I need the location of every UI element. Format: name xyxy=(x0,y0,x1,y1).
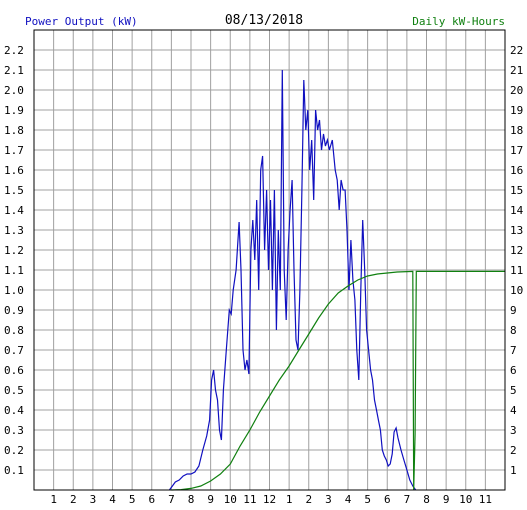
x-tick-label: 2 xyxy=(70,493,77,506)
x-tick-label: 6 xyxy=(148,493,155,506)
y-right-tick-label: 17 xyxy=(510,144,523,157)
y-left-tick-label: 2.0 xyxy=(4,84,24,97)
y-left-tick-label: 2.2 xyxy=(4,44,24,57)
x-tick-label: 3 xyxy=(325,493,332,506)
y-right-tick-label: 22 xyxy=(510,44,523,57)
y-left-tick-label: 0.6 xyxy=(4,364,24,377)
y-left-tick-label: 0.1 xyxy=(4,464,24,477)
plot-border xyxy=(33,29,506,491)
chart-title: 08/13/2018 xyxy=(225,13,303,28)
series-layer xyxy=(168,69,505,491)
left-axis-title: Power Output (kW) xyxy=(25,15,138,28)
x-tick-label: 3 xyxy=(90,493,97,506)
y-right-tick-label: 1 xyxy=(510,464,517,477)
y-right-tick-label: 15 xyxy=(510,184,523,197)
y-right-tick-label: 18 xyxy=(510,124,523,137)
y-left-tick-label: 0.7 xyxy=(4,344,24,357)
y-right-tick-label: 11 xyxy=(510,264,523,277)
energy-series-line xyxy=(171,270,505,491)
x-tick-label: 11 xyxy=(479,493,492,506)
plot-frame xyxy=(33,29,506,491)
x-tick-label: 11 xyxy=(243,493,256,506)
y-left-tick-label: 0.2 xyxy=(4,444,24,457)
x-tick-label: 8 xyxy=(188,493,195,506)
y-right-tick-label: 2 xyxy=(510,444,517,457)
y-right-tick-label: 8 xyxy=(510,324,517,337)
y-right-tick-label: 13 xyxy=(510,224,523,237)
x-tick-label: 5 xyxy=(364,493,371,506)
y-right-tick-label: 3 xyxy=(510,424,517,437)
y-left-tick-label: 1.5 xyxy=(4,184,24,197)
y-left-tick-label: 1.6 xyxy=(4,164,24,177)
x-tick-label: 2 xyxy=(305,493,312,506)
x-tick-label: 8 xyxy=(423,493,430,506)
y-right-tick-label: 16 xyxy=(510,164,523,177)
x-tick-label: 7 xyxy=(168,493,175,506)
y-right-tick-label: 10 xyxy=(510,284,523,297)
x-tick-label: 10 xyxy=(224,493,237,506)
y-right-tick-label: 20 xyxy=(510,84,523,97)
y-right-tick-label: 14 xyxy=(510,204,524,217)
x-tick-label: 9 xyxy=(443,493,450,506)
x-tick-label: 4 xyxy=(109,493,116,506)
power-series-line xyxy=(168,69,417,491)
y-right-tick-label: 6 xyxy=(510,364,517,377)
y-left-tick-label: 0.8 xyxy=(4,324,24,337)
y-left-tick-label: 0.3 xyxy=(4,424,24,437)
x-tick-label: 4 xyxy=(345,493,352,506)
tick-labels: 0.1 0.2 0.3 0.4 0.5 0.6 0.7 0.8 0.9 1.0 1.1 1.2 1.3 1… xyxy=(4,44,524,506)
y-left-tick-label: 1.9 xyxy=(4,104,24,117)
y-right-tick-label: 7 xyxy=(510,344,517,357)
right-axis-title: Daily kW-Hours xyxy=(412,15,505,28)
y-right-tick-label: 5 xyxy=(510,384,517,397)
y-left-tick-label: 1.7 xyxy=(4,144,24,157)
grid-lines xyxy=(34,30,505,490)
y-left-tick-label: 1.1 xyxy=(4,264,24,277)
x-tick-label: 1 xyxy=(50,493,57,506)
y-right-tick-label: 19 xyxy=(510,104,523,117)
y-left-tick-label: 1.8 xyxy=(4,124,24,137)
y-right-tick-label: 21 xyxy=(510,64,523,77)
y-left-tick-label: 1.4 xyxy=(4,204,24,217)
y-right-tick-label: 4 xyxy=(510,404,517,417)
y-left-tick-label: 1.2 xyxy=(4,244,24,257)
y-left-tick-label: 0.4 xyxy=(4,404,24,417)
y-right-tick-label: 9 xyxy=(510,304,517,317)
x-tick-label: 12 xyxy=(263,493,276,506)
y-left-tick-label: 1.0 xyxy=(4,284,24,297)
y-left-tick-label: 1.3 xyxy=(4,224,24,237)
y-right-tick-label: 12 xyxy=(510,244,523,257)
x-tick-label: 10 xyxy=(459,493,472,506)
y-left-tick-label: 0.5 xyxy=(4,384,24,397)
y-left-tick-label: 2.1 xyxy=(4,64,24,77)
x-tick-label: 9 xyxy=(207,493,214,506)
y-left-tick-label: 0.9 xyxy=(4,304,24,317)
x-tick-label: 7 xyxy=(404,493,411,506)
x-tick-label: 1 xyxy=(286,493,293,506)
x-tick-label: 6 xyxy=(384,493,391,506)
x-tick-label: 5 xyxy=(129,493,136,506)
